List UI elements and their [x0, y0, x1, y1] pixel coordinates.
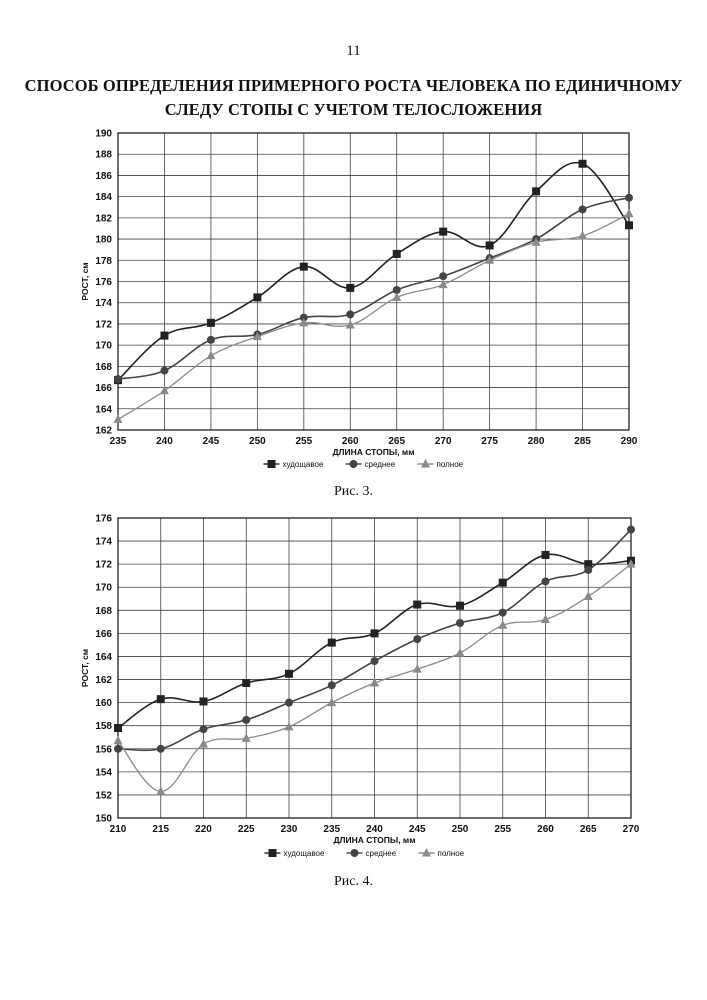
y-tick-label: 174 [95, 537, 112, 548]
x-tick-label: 235 [323, 824, 340, 835]
data-point [114, 736, 123, 745]
x-tick-label: 245 [409, 824, 426, 835]
y-tick-label: 156 [95, 744, 112, 755]
y-tick-label: 176 [95, 514, 112, 525]
y-tick-label: 172 [95, 560, 112, 571]
y-tick-label: 160 [95, 698, 112, 709]
data-point [456, 648, 465, 657]
x-tick-label: 255 [494, 824, 511, 835]
y-tick-label: 150 [95, 814, 112, 825]
data-point [371, 629, 379, 637]
x-tick-label: 230 [281, 824, 298, 835]
y-tick-label: 152 [95, 790, 112, 801]
data-point [456, 619, 464, 627]
y-tick-label: 166 [95, 629, 112, 640]
data-point [328, 639, 336, 647]
data-point [327, 698, 336, 707]
data-point [371, 657, 379, 665]
x-tick-label: 215 [152, 824, 169, 835]
legend-marker [422, 848, 431, 857]
plot-grid [118, 518, 631, 818]
data-point [242, 679, 250, 687]
y-tick-label: 162 [95, 675, 112, 686]
data-point [200, 697, 208, 705]
legend-marker [269, 849, 277, 857]
data-point [285, 699, 293, 707]
y-tick-label: 170 [95, 583, 112, 594]
data-point [114, 724, 122, 732]
x-tick-label: 250 [452, 824, 469, 835]
data-point [413, 601, 421, 609]
data-point [584, 566, 592, 574]
x-tick-label: 260 [537, 824, 554, 835]
data-point [542, 551, 550, 559]
y-tick-label: 158 [95, 721, 112, 732]
data-point [114, 745, 122, 753]
data-point [200, 725, 208, 733]
data-point [542, 577, 550, 585]
y-axis-label: РОСТ, см [80, 649, 90, 687]
data-point [199, 739, 208, 748]
data-point [242, 716, 250, 724]
data-point [456, 602, 464, 610]
x-axis-label: ДЛИНА СТОПЫ, мм [333, 835, 415, 845]
data-point [413, 635, 421, 643]
x-tick-label: 225 [238, 824, 255, 835]
x-tick-label: 265 [580, 824, 597, 835]
x-tick-label: 240 [366, 824, 383, 835]
data-point [499, 609, 507, 617]
y-tick-label: 154 [95, 767, 112, 778]
data-point [584, 591, 593, 600]
x-tick-label: 270 [623, 824, 640, 835]
chart-legend: худощавое среднее полное [265, 848, 465, 858]
legend-label: худощавое [284, 849, 325, 858]
data-point [285, 670, 293, 678]
legend-label: полное [438, 849, 465, 858]
x-tick-label: 210 [110, 824, 127, 835]
x-tick-label: 220 [195, 824, 212, 835]
figure-4-caption: Рис. 4. [0, 874, 707, 890]
legend-marker [351, 849, 359, 857]
data-point [157, 745, 165, 753]
data-point [157, 695, 165, 703]
data-point [627, 526, 635, 534]
y-tick-label: 164 [95, 652, 112, 663]
y-tick-label: 168 [95, 606, 112, 617]
data-point [499, 579, 507, 587]
legend-label: среднее [366, 849, 397, 858]
data-point [328, 681, 336, 689]
